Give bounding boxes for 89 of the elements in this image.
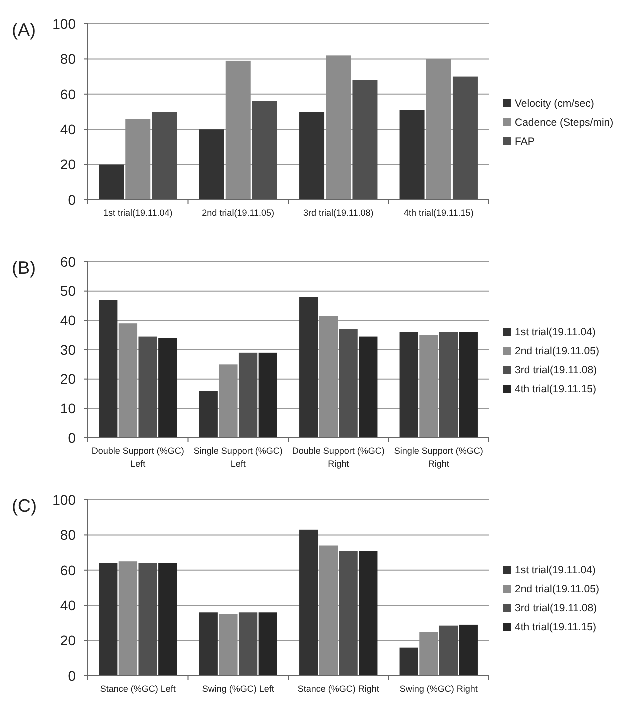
y-tick-label: 30 [60, 342, 76, 358]
x-tick-label: 3rd trial(19.11.08) [303, 208, 374, 218]
bar [152, 112, 178, 200]
legend-label: 3rd trial(19.11.08) [515, 364, 598, 377]
bar [359, 551, 378, 676]
bar [238, 612, 258, 676]
y-tick-label: 60 [60, 562, 76, 578]
bar [99, 300, 118, 438]
bar [219, 614, 238, 676]
legend-label: 2nd trial(19.11.05) [515, 346, 600, 358]
y-tick-label: 60 [60, 86, 76, 102]
bar [319, 546, 338, 676]
x-tick-label: 1st trial(19.11.04) [103, 208, 173, 218]
y-tick-label: 40 [60, 598, 76, 614]
legend-label: 2nd trial(19.11.05) [515, 584, 600, 596]
bar [99, 164, 124, 200]
legend-label: 4th trial(19.11.15) [515, 384, 597, 396]
bar [118, 562, 138, 676]
bar [420, 335, 438, 438]
bar [400, 648, 418, 676]
y-tick-label: 40 [60, 312, 76, 329]
chart-title: (B) [12, 258, 36, 278]
y-tick-label: 0 [68, 192, 76, 208]
bar [339, 551, 358, 676]
bar [300, 112, 325, 200]
bar [199, 391, 218, 438]
bar [199, 612, 218, 676]
legend-label: FAP [515, 136, 535, 148]
chart-title: (A) [12, 20, 36, 40]
y-tick-label: 10 [60, 400, 76, 417]
y-tick-label: 100 [52, 492, 76, 508]
legend-label: 4th trial(19.11.15) [515, 622, 597, 634]
bar [118, 324, 138, 438]
bar [158, 338, 178, 438]
bar [319, 316, 338, 438]
legend-label: Cadence (Steps/min) [515, 117, 614, 130]
y-tick-label: 50 [60, 283, 76, 300]
bar [199, 130, 224, 200]
bar [138, 563, 158, 676]
bar [326, 56, 352, 200]
y-tick-label: 20 [60, 632, 76, 649]
y-tick-label: 100 [52, 16, 76, 32]
chart-title: (C) [12, 496, 37, 516]
bar [252, 101, 278, 200]
bar [400, 110, 425, 200]
y-tick-label: 80 [60, 51, 76, 68]
y-tick-label: 0 [68, 430, 76, 446]
x-tick-label: Double Support (%GC) Right [292, 446, 385, 469]
y-tick-label: 0 [68, 668, 76, 684]
bar [339, 329, 358, 438]
y-tick-label: 20 [60, 156, 76, 173]
bar [420, 632, 438, 676]
bar [158, 563, 178, 676]
bar [238, 352, 258, 438]
legend-label: 1st trial(19.11.04) [515, 564, 596, 577]
bar [300, 297, 318, 438]
bar [258, 612, 278, 676]
bar [439, 626, 458, 676]
y-tick-label: 20 [60, 371, 76, 388]
x-tick-label: 2nd trial(19.11.05) [202, 208, 275, 218]
legend-label: 1st trial(19.11.04) [515, 326, 596, 339]
bar [258, 352, 278, 438]
bar [439, 332, 458, 438]
bar [219, 364, 238, 438]
bar [226, 60, 251, 200]
x-tick-label: Double Support (%GC) Left [92, 446, 184, 469]
bar [400, 332, 418, 438]
x-tick-label: Single Support (%GC) Left [194, 446, 283, 469]
bar [99, 563, 118, 676]
bar [452, 76, 478, 200]
y-tick-label: 40 [60, 122, 76, 138]
x-tick-label: Single Support (%GC) Right [394, 446, 484, 469]
x-tick-label: 4th trial(19.11.15) [404, 208, 474, 218]
x-tick-label: Swing (%GC) Left [202, 684, 275, 694]
bar [352, 80, 378, 200]
bar [426, 59, 452, 200]
x-tick-label: Swing (%GC) Right [400, 684, 478, 694]
bar [459, 624, 478, 676]
x-tick-label: Stance (%GC) Right [298, 684, 380, 694]
x-tick-label: Stance (%GC) Left [100, 684, 176, 694]
y-tick-label: 80 [60, 527, 76, 544]
bar [300, 530, 318, 676]
bar [459, 332, 478, 438]
bar [138, 336, 158, 438]
y-tick-label: 60 [60, 254, 76, 270]
bar [126, 119, 151, 200]
legend-label: Velocity (cm/sec) [515, 98, 594, 110]
bar [359, 336, 378, 438]
legend-label: 3rd trial(19.11.08) [515, 602, 598, 615]
